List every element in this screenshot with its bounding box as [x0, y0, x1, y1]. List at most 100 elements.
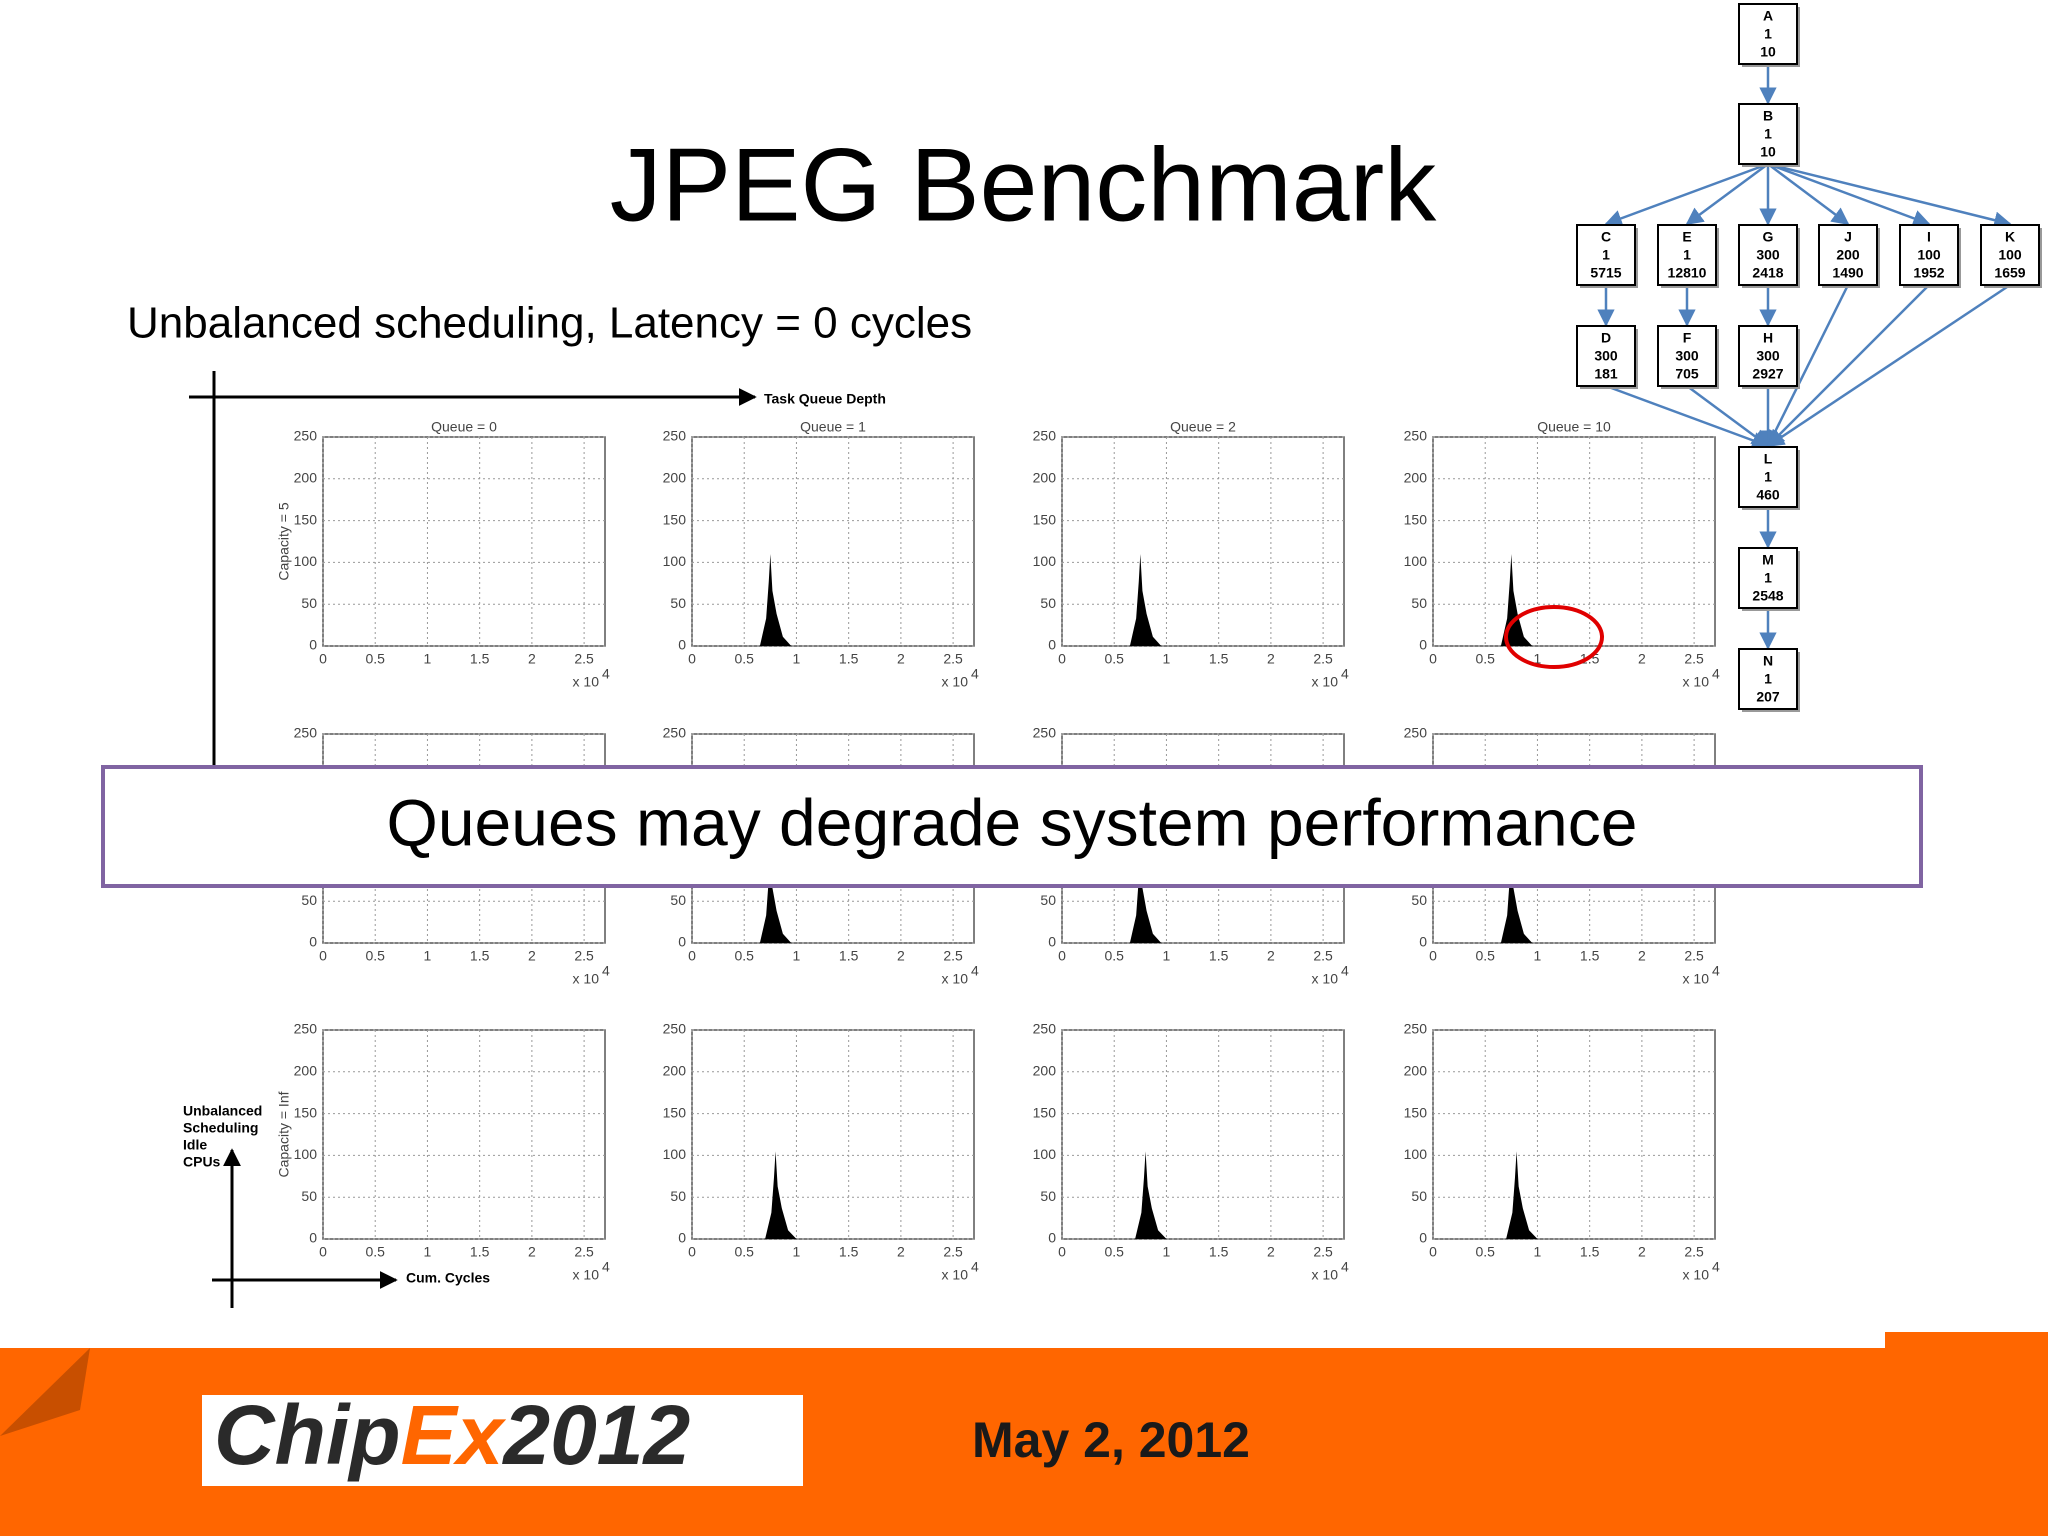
node-label: 1	[1764, 126, 1772, 142]
node-label: I	[1927, 229, 1931, 245]
node-label: 5715	[1590, 265, 1621, 281]
y-tick-label: 250	[1404, 725, 1428, 741]
task-graph: A 1 10 B 1 10 C 1 5715 E 1 12810 G 300 2418 J 200 1490 I 10…	[1576, 3, 2042, 712]
x-tick-label: 2	[1638, 651, 1646, 667]
node-label: 1	[1764, 469, 1772, 485]
graph-edge	[1605, 384, 1770, 449]
x-tick-label: 1	[793, 1244, 801, 1260]
node-label: 1952	[1913, 265, 1944, 281]
highlight-circle	[1504, 605, 1604, 669]
y-tick-label: 100	[1404, 1146, 1428, 1162]
x-tick-label: 0.5	[734, 948, 754, 964]
panel-frame	[1061, 436, 1345, 647]
logo: ChipEx2012	[214, 1388, 690, 1482]
node-label: M	[1762, 552, 1774, 568]
x-exponent: 4	[971, 1259, 979, 1275]
x-tick-label: 0.5	[1104, 948, 1124, 964]
y-tick-label: 200	[663, 1063, 687, 1079]
x-tick-label: 1.5	[1580, 1244, 1600, 1260]
x-tick-label: 2.5	[943, 1244, 963, 1260]
y-tick-label: 50	[1411, 595, 1427, 611]
y-tick-label: 0	[678, 637, 686, 653]
y-tick-label: 0	[1419, 934, 1427, 950]
y-tick-label: 0	[1048, 1230, 1056, 1246]
panel: 0 50 100 150 200 250 0 0.5 1 1.5 2 2.5 x 10 4 Capacity…	[276, 1021, 610, 1283]
node-box	[1576, 224, 1636, 286]
x-tick-label: 1	[1163, 651, 1171, 667]
column-title: Queue = 1	[800, 419, 866, 435]
x-tick-label: 1.5	[470, 948, 490, 964]
x-tick-label: 0	[688, 948, 696, 964]
x-multiplier: x 10	[1683, 674, 1710, 690]
y-tick-label: 150	[1033, 511, 1057, 527]
graph-edge	[1766, 284, 1930, 448]
node-box	[1980, 224, 2040, 286]
y-tick-label: 50	[301, 1188, 317, 1204]
x-tick-label: 2	[897, 651, 905, 667]
histogram	[1500, 851, 1533, 943]
x-exponent: 4	[971, 963, 979, 979]
x-tick-label: 0	[1058, 948, 1066, 964]
node-box	[1738, 446, 1798, 508]
y-tick-label: 250	[1033, 428, 1057, 444]
node-box	[1738, 224, 1798, 286]
x-tick-label: 1.5	[839, 651, 859, 667]
histogram	[759, 554, 792, 646]
x-tick-label: 2.5	[1313, 1244, 1333, 1260]
x-tick-label: 0.5	[365, 1244, 385, 1260]
node-label: 181	[1594, 366, 1618, 382]
x-tick-label: 1.5	[839, 1244, 859, 1260]
x-exponent: 4	[602, 1259, 610, 1275]
x-tick-label: 2.5	[1313, 948, 1333, 964]
x-tick-label: 1	[793, 948, 801, 964]
y-tick-label: 50	[670, 892, 686, 908]
y-tick-label: 250	[663, 725, 687, 741]
x-tick-label: 0	[688, 1244, 696, 1260]
x-tick-label: 2	[1267, 651, 1275, 667]
y-tick-label: 250	[1404, 1021, 1428, 1037]
node-label: 1	[1764, 570, 1772, 586]
graph-edge	[1686, 384, 1770, 448]
panel-frame	[1432, 436, 1716, 647]
column-title: Queue = 2	[1170, 419, 1236, 435]
x-tick-label: 1	[1534, 1244, 1542, 1260]
x-exponent: 4	[1341, 963, 1349, 979]
y-tick-label: 100	[1033, 1146, 1057, 1162]
node-label: 100	[1998, 247, 2022, 263]
node-label: 705	[1675, 366, 1699, 382]
y-tick-label: 250	[294, 1021, 318, 1037]
x-tick-label: 0.5	[365, 948, 385, 964]
panel-frame	[691, 436, 975, 647]
idle-label-line: CPUs	[183, 1154, 221, 1170]
node-label: 460	[1756, 487, 1780, 503]
x-tick-label: 2.5	[1684, 948, 1704, 964]
panel-frame	[322, 1029, 606, 1240]
x-tick-label: 2	[528, 948, 536, 964]
x-tick-label: 0.5	[1475, 1244, 1495, 1260]
x-tick-label: 2.5	[574, 948, 594, 964]
x-tick-label: 2.5	[1313, 651, 1333, 667]
x-tick-label: 2.5	[943, 948, 963, 964]
node-label: B	[1763, 108, 1773, 124]
y-tick-label: 150	[294, 511, 318, 527]
node-box	[1738, 325, 1798, 387]
x-tick-label: 2.5	[574, 651, 594, 667]
y-tick-label: 150	[1404, 1104, 1428, 1120]
logo-box	[202, 1395, 803, 1486]
graph-edge	[1767, 162, 1931, 227]
y-tick-label: 250	[1033, 725, 1057, 741]
x-multiplier: x 10	[1683, 971, 1710, 987]
y-tick-label: 150	[1404, 511, 1428, 527]
idle-label-line: Scheduling	[183, 1120, 258, 1136]
node-label: 1659	[1994, 265, 2025, 281]
x-tick-label: 2	[897, 1244, 905, 1260]
x-tick-label: 0.5	[1104, 1244, 1124, 1260]
slide-title: JPEG Benchmark	[610, 127, 1438, 243]
x-tick-label: 2	[1267, 948, 1275, 964]
y-tick-label: 50	[1411, 892, 1427, 908]
x-tick-label: 1	[1534, 651, 1542, 667]
